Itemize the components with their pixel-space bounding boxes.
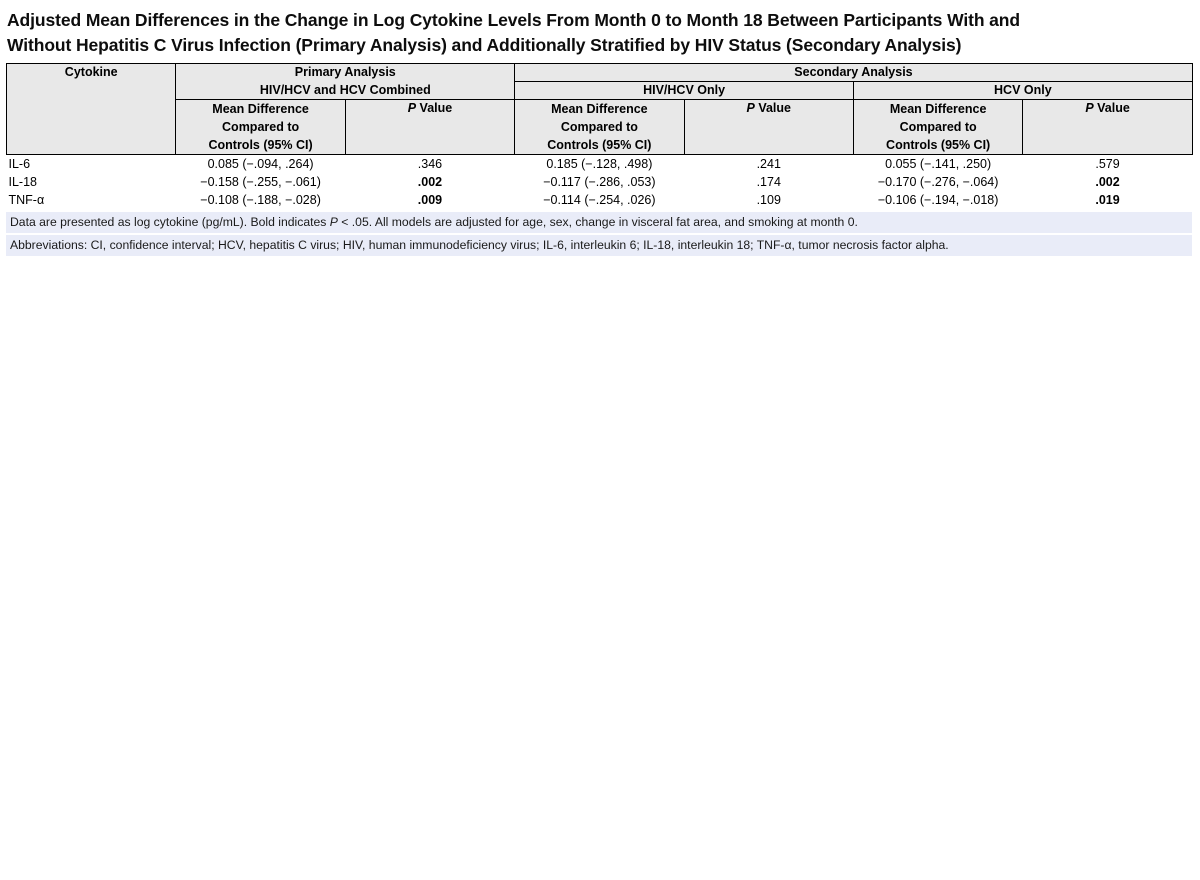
table-row-il6: IL-6 0.085 (−.094, .264) .346 0.185 (−.1…	[6, 154, 1193, 173]
table-footnotes: Data are presented as log cytokine (pg/m…	[6, 212, 1192, 256]
primary-p-value: .002	[345, 173, 515, 191]
primary-analysis-sublabel: HIV/HCV and HCV Combined	[259, 82, 431, 97]
hivhcv-mean-difference: 0.185 (−.128, .498)	[514, 154, 685, 173]
column-header-hcv-p-value: P Value	[1022, 99, 1193, 155]
footnote-abbreviations: Abbreviations: CI, confidence interval; …	[6, 235, 1192, 256]
primary-mean-difference: −0.158 (−.255, −.061)	[175, 173, 346, 191]
table-title-line1: Adjusted Mean Differences in the Change …	[7, 10, 1020, 30]
cytokine-name: IL-6	[6, 154, 176, 173]
table-row-il18: IL-18 −0.158 (−.255, −.061) .002 −0.117 …	[6, 173, 1193, 191]
hcv-p-value: .002	[1022, 173, 1193, 191]
table-row-tnfa: TNF-α −0.108 (−.188, −.028) .009 −0.114 …	[6, 191, 1193, 209]
hivhcv-p-value: .241	[684, 154, 854, 173]
column-header-primary-p-value: P Value	[344, 99, 516, 155]
hivhcv-mean-difference: −0.117 (−.286, .053)	[514, 173, 685, 191]
hivhcv-p-value: .109	[684, 191, 854, 209]
column-header-hcv-mean-difference: Mean Difference Compared to Controls (95…	[852, 99, 1024, 155]
primary-p-value: .009	[345, 191, 515, 209]
column-header-cytokine: Cytokine	[5, 63, 177, 155]
table-header: Cytokine Primary Analysis HIV/HCV and HC…	[5, 63, 1193, 155]
table-title-line2: Without Hepatitis C Virus Infection (Pri…	[7, 35, 962, 55]
table-title: Adjusted Mean Differences in the Change …	[7, 8, 1192, 58]
page: Adjusted Mean Differences in the Change …	[0, 8, 1200, 256]
column-group-hiv-hcv-only: HIV/HCV Only	[514, 81, 854, 100]
hcv-p-value: .579	[1022, 154, 1193, 173]
primary-p-value: .346	[345, 154, 515, 173]
hcv-mean-difference: −0.106 (−.194, −.018)	[853, 191, 1023, 209]
primary-mean-difference: −0.108 (−.188, −.028)	[175, 191, 346, 209]
hcv-mean-difference: −0.170 (−.276, −.064)	[853, 173, 1023, 191]
cytokine-name: TNF-α	[6, 191, 176, 209]
hcv-p-value: .019	[1022, 191, 1193, 209]
column-group-hcv-only: HCV Only	[852, 81, 1193, 100]
column-header-primary-mean-difference: Mean Difference Compared to Controls (95…	[175, 99, 346, 155]
primary-mean-difference: 0.085 (−.094, .264)	[175, 154, 346, 173]
column-group-secondary-analysis: Secondary Analysis	[514, 63, 1193, 82]
hcv-mean-difference: 0.055 (−.141, .250)	[853, 154, 1023, 173]
column-group-primary-analysis: Primary Analysis HIV/HCV and HCV Combine…	[175, 63, 516, 100]
column-header-hivhcv-p-value: P Value	[683, 99, 854, 155]
cytokine-table: Cytokine Primary Analysis HIV/HCV and HC…	[5, 63, 1193, 209]
footnote-data-note: Data are presented as log cytokine (pg/m…	[6, 212, 1192, 233]
hivhcv-mean-difference: −0.114 (−.254, .026)	[514, 191, 685, 209]
table-body: IL-6 0.085 (−.094, .264) .346 0.185 (−.1…	[6, 154, 1193, 209]
primary-analysis-label: Primary Analysis	[294, 65, 396, 79]
hivhcv-p-value: .174	[684, 173, 854, 191]
cytokine-name: IL-18	[6, 173, 176, 191]
column-header-hivhcv-mean-difference: Mean Difference Compared to Controls (95…	[514, 99, 685, 155]
